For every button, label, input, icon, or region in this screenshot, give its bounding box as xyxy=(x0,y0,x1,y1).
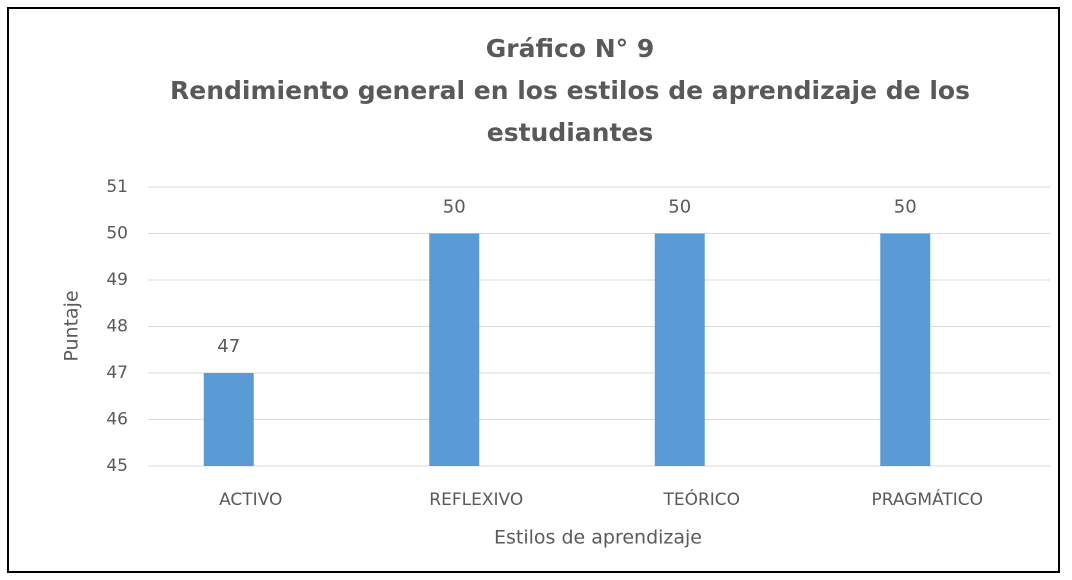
x-tick-label: PRAGMÁTICO xyxy=(871,488,983,510)
data-label: 50 xyxy=(443,197,466,218)
chart-subtitle: Rendimiento general en los estilos de ap… xyxy=(170,76,970,147)
x-tick-label: ACTIVO xyxy=(219,490,282,510)
bar xyxy=(429,233,480,466)
bar xyxy=(880,233,931,466)
bar xyxy=(203,373,254,466)
data-label: 50 xyxy=(668,197,691,218)
titles: Gráfico N° 9 Rendimiento general en los … xyxy=(140,28,1000,154)
bar xyxy=(654,233,705,466)
x-tick-label: REFLEXIVO xyxy=(429,490,523,510)
y-tick-label: 49 xyxy=(106,270,128,290)
data-label: 50 xyxy=(894,197,917,218)
y-tick-label: 48 xyxy=(106,317,128,337)
x-axis-label: Estilos de aprendizaje xyxy=(494,527,702,549)
y-axis-label: Puntaje xyxy=(61,290,83,361)
y-tick-label: 47 xyxy=(106,363,128,383)
y-tick-label: 46 xyxy=(106,410,128,430)
y-tick-label: 50 xyxy=(106,224,128,244)
y-tick-label: 51 xyxy=(106,177,128,197)
data-label: 47 xyxy=(217,336,240,357)
x-tick-label: TEÓRICO xyxy=(662,488,740,510)
chart-frame xyxy=(7,7,1060,573)
chart-title: Gráfico N° 9 xyxy=(485,34,655,63)
y-tick-label: 45 xyxy=(106,456,128,476)
